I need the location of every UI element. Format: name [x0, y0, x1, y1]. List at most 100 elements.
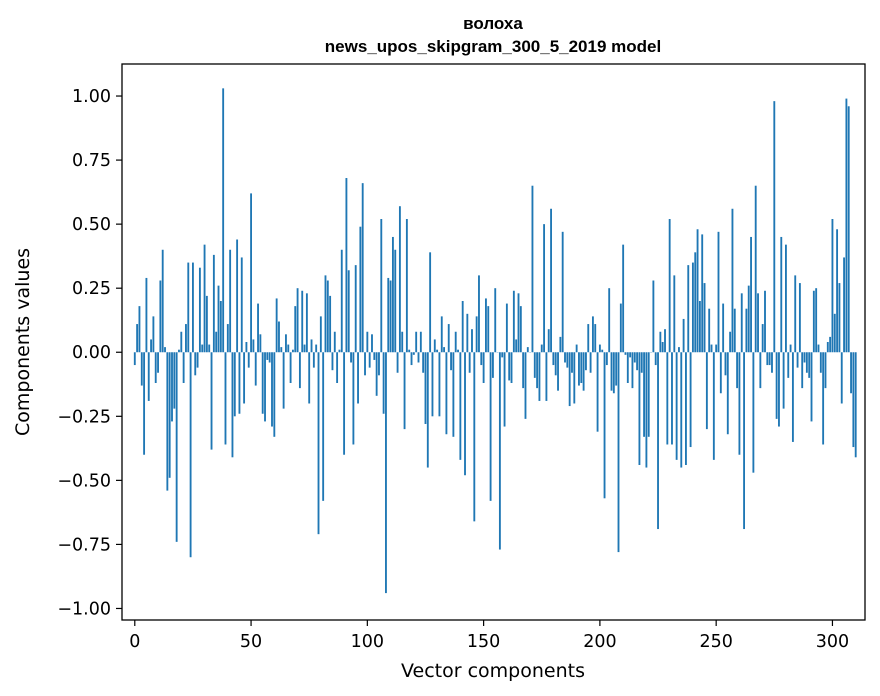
bar: [340, 249, 343, 353]
bar: [843, 257, 845, 353]
bar: [164, 347, 166, 353]
x-tick-label: 300: [816, 632, 849, 652]
bar: [238, 352, 241, 414]
bar: [259, 334, 262, 353]
x-axis-label: Vector components: [401, 660, 585, 682]
bar: [478, 275, 480, 353]
bar: [147, 352, 150, 401]
bar: [657, 352, 659, 530]
bar: [264, 352, 266, 422]
bar: [522, 352, 525, 389]
x-tick-label: 50: [240, 632, 262, 652]
x-tick-label: 150: [467, 632, 500, 652]
bar: [717, 231, 720, 353]
bar: [136, 324, 139, 353]
bar: [615, 352, 618, 386]
bar: [424, 352, 427, 424]
bar: [187, 262, 190, 353]
bar: [491, 352, 494, 378]
bar: [282, 352, 285, 409]
bar: [566, 352, 569, 368]
bar: [247, 352, 250, 368]
bar: [378, 352, 380, 376]
bar: [303, 344, 306, 353]
bar: [466, 313, 469, 353]
bar: [557, 352, 559, 391]
bar: [373, 352, 376, 360]
bar: [194, 352, 197, 376]
bar: [266, 352, 269, 360]
y-tick-label: −0.75: [57, 535, 111, 555]
bar: [331, 352, 334, 371]
bar: [485, 298, 487, 353]
bar: [675, 352, 678, 460]
bar: [768, 352, 771, 366]
bar: [531, 185, 534, 353]
bar: [715, 344, 718, 353]
bar: [171, 352, 173, 422]
bar: [457, 349, 459, 353]
bar: [431, 352, 434, 417]
bar: [250, 193, 252, 353]
bar: [396, 352, 399, 373]
y-tick-label: −0.50: [57, 471, 111, 491]
bar: [738, 352, 741, 455]
y-axis-label: Components values: [12, 248, 34, 436]
bar: [687, 265, 690, 353]
bar: [150, 339, 152, 353]
bar: [426, 352, 429, 468]
bar: [517, 293, 520, 353]
x-axis: 0 50 100 150 200 250 300: [129, 620, 849, 652]
bar: [296, 288, 299, 353]
bar: [805, 352, 808, 373]
bar: [471, 329, 473, 353]
bar: [447, 324, 450, 353]
bar: [205, 295, 208, 353]
bar: [526, 347, 529, 353]
bar: [708, 308, 711, 353]
bar: [736, 352, 739, 389]
bar: [847, 106, 850, 353]
bar: [580, 352, 583, 383]
bar: [652, 280, 655, 353]
bar: [182, 352, 185, 383]
bar: [154, 352, 157, 383]
bar: [701, 234, 704, 353]
bar: [780, 236, 783, 353]
bar: [368, 352, 371, 368]
bar: [554, 352, 557, 376]
bar: [815, 288, 818, 353]
bar: [133, 352, 136, 366]
bar: [731, 208, 734, 353]
bar: [161, 249, 164, 353]
bar: [450, 352, 452, 371]
bar: [224, 352, 227, 445]
bar: [594, 324, 597, 353]
bar: [438, 352, 441, 417]
bar: [433, 339, 436, 353]
bar: [791, 352, 794, 442]
bar: [145, 277, 148, 353]
bar: [817, 344, 820, 353]
chart-subtitle: news_upos_skipgram_300_5_2019 model: [325, 37, 661, 56]
bar: [796, 352, 799, 368]
bar: [512, 290, 515, 353]
bar: [364, 352, 366, 376]
bar: [545, 352, 548, 401]
bars-group: [133, 88, 857, 594]
bar: [443, 347, 446, 353]
bar: [391, 236, 394, 353]
bar: [203, 244, 206, 353]
bar: [143, 352, 146, 455]
bar: [354, 265, 357, 353]
bar: [624, 352, 627, 355]
bar: [140, 352, 143, 386]
plot-frame: [121, 63, 866, 621]
bar: [543, 224, 546, 353]
bar: [415, 331, 418, 353]
bar: [696, 229, 699, 353]
bar: [598, 344, 601, 353]
bar: [361, 183, 364, 353]
bar: [159, 280, 162, 353]
